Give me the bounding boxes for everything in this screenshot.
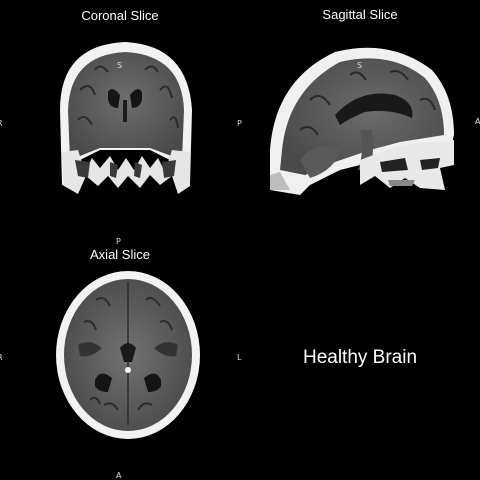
axial-title: Axial Slice [90, 247, 150, 262]
coronal-panel: Coronal Slice S R P [0, 0, 242, 240]
sagittal-orient-right: A [475, 117, 480, 126]
coronal-title: Coronal Slice [81, 8, 159, 23]
axial-orient-left: R [0, 353, 3, 362]
sagittal-title: Sagittal Slice [322, 7, 398, 22]
axial-orient-right: L [237, 353, 242, 362]
sagittal-image [270, 47, 454, 195]
coronal-orient-right: P [237, 119, 242, 128]
axial-image [56, 271, 200, 439]
coronal-image [60, 42, 192, 194]
axial-panel: P Axial Slice [0, 237, 242, 480]
coronal-orient-left: R [0, 119, 3, 128]
coronal-orient-top: S [117, 61, 123, 70]
diagnosis-label: Healthy Brain [302, 347, 418, 368]
axial-orient-bottom: A [116, 471, 122, 480]
sagittal-orient-top: S [357, 61, 363, 70]
axial-orient-top: P [116, 237, 121, 246]
sagittal-panel: Sagittal Slice [240, 0, 480, 240]
